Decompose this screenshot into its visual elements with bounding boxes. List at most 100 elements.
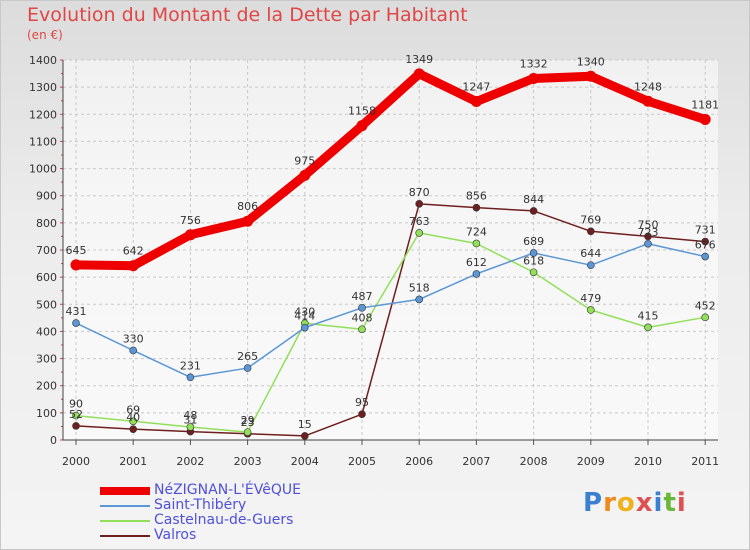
data-point (644, 232, 652, 241)
logo-letter: t (663, 488, 677, 518)
logo-letter: o (616, 488, 636, 518)
data-point (586, 261, 595, 270)
data-point (242, 215, 254, 227)
data-label: 1340 (577, 55, 605, 68)
data-point (243, 428, 252, 436)
data-point (356, 120, 368, 132)
data-label: 856 (466, 190, 487, 203)
data-label: 330 (123, 332, 144, 345)
data-point (472, 203, 481, 212)
data-point (415, 229, 424, 237)
data-point (72, 422, 80, 430)
logo-letter: i (653, 488, 664, 518)
data-label: 1332 (520, 57, 548, 70)
logo-letter: P (583, 488, 604, 518)
legend-swatch-nezignan (100, 487, 150, 495)
legend-swatch-castelnau (100, 520, 150, 522)
data-label: 1247 (462, 81, 490, 94)
x-tick-label: 2004 (291, 455, 319, 468)
data-label: 40 (126, 411, 140, 424)
data-label: 265 (237, 350, 258, 363)
data-label: 95 (355, 396, 369, 409)
y-tick-label: 1200 (29, 108, 57, 121)
data-label: 431 (66, 305, 87, 318)
data-label: 415 (638, 309, 659, 322)
data-point (72, 319, 80, 327)
data-point (413, 68, 425, 80)
y-tick-label: 100 (36, 407, 57, 420)
data-point (300, 432, 309, 440)
data-label: 518 (409, 281, 430, 294)
data-label: 642 (123, 245, 144, 258)
data-label: 618 (523, 254, 544, 267)
proxiti-logo-text: Proxiti (583, 488, 687, 518)
data-point (358, 325, 366, 334)
data-label: 479 (580, 292, 601, 305)
y-tick-label: 500 (36, 298, 57, 311)
x-tick-label: 2006 (405, 455, 433, 468)
series-line-0 (71, 69, 710, 271)
data-point (415, 200, 424, 208)
data-label: 645 (66, 244, 87, 257)
logo-letter: x (635, 488, 654, 518)
series-layer (70, 68, 711, 440)
data-label: 763 (409, 215, 430, 228)
data-label: 844 (523, 193, 544, 206)
data-label: 90 (69, 398, 83, 411)
data-label: 612 (466, 256, 487, 269)
data-point (586, 306, 595, 314)
data-point (701, 313, 710, 322)
data-label: 452 (695, 299, 716, 312)
data-label: 870 (409, 186, 430, 199)
data-label: 756 (180, 214, 201, 227)
data-point (127, 260, 139, 272)
x-tick-label: 2007 (462, 455, 490, 468)
series-line-3 (75, 203, 706, 437)
data-point (72, 411, 80, 420)
data-label: 414 (294, 310, 315, 323)
data-label: 1349 (405, 53, 433, 66)
data-point (528, 72, 540, 84)
data-point (642, 95, 654, 107)
chart-title: Evolution du Montant de la Dette par Hab… (27, 4, 468, 26)
data-label: 676 (695, 239, 716, 252)
data-point (300, 323, 309, 332)
data-point (644, 323, 652, 332)
axis-layer: 0 100 200 300 400 500 600 700 800 900 1000 1100 1200… (29, 54, 719, 468)
data-point (472, 239, 481, 248)
data-label: 806 (237, 200, 258, 213)
y-tick-label: 200 (36, 380, 57, 393)
data-label: 29 (241, 414, 255, 427)
data-point (415, 295, 424, 304)
series-line-2 (75, 232, 706, 433)
data-label: 408 (352, 311, 373, 324)
data-point (186, 423, 195, 431)
data-label: 231 (180, 359, 201, 372)
data-point (701, 252, 710, 261)
y-tick-label: 400 (36, 325, 57, 338)
data-point (644, 239, 652, 248)
y-tick-label: 1100 (29, 135, 57, 148)
data-point (70, 259, 82, 271)
chart-subtitle: (en €) (27, 28, 63, 42)
series-line-1 (75, 243, 706, 379)
data-label: 48 (183, 409, 197, 422)
data-point (184, 229, 196, 241)
grid-layer (63, 59, 718, 441)
y-tick-label: 800 (36, 217, 57, 230)
data-point (358, 304, 366, 312)
data-label: 689 (523, 235, 544, 248)
data-label: 487 (352, 290, 373, 303)
x-tick-label: 2008 (520, 455, 548, 468)
data-point (243, 364, 252, 372)
x-tick-label: 2001 (119, 455, 147, 468)
data-label: 750 (638, 218, 659, 231)
x-tick-label: 2000 (62, 455, 90, 468)
y-tick-label: 1000 (29, 163, 57, 176)
data-label: 1181 (691, 98, 719, 111)
data-label: 23 (241, 416, 255, 429)
y-tick-label: 300 (36, 353, 57, 366)
proxiti-logo: Proxiti (583, 488, 687, 518)
data-label: 52 (69, 408, 83, 421)
data-label: 430 (294, 305, 315, 318)
